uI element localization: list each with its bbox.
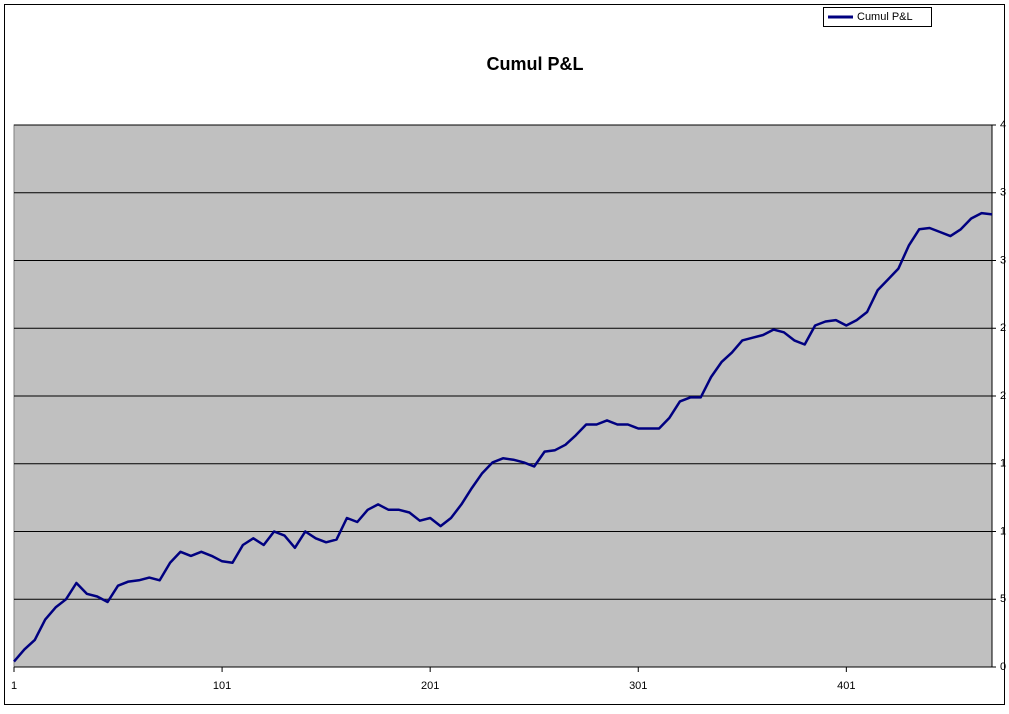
x-tick-label: 101 <box>213 680 231 692</box>
x-tick-label: 401 <box>837 680 855 692</box>
y-tick-label: 4 <box>1000 119 1006 131</box>
x-tick-label: 301 <box>629 680 647 692</box>
data-line <box>13 211 993 663</box>
y-tick-label: 5 <box>1000 593 1006 605</box>
x-tick-label: 1 <box>11 680 17 692</box>
legend <box>823 7 932 27</box>
x-tick-label: 201 <box>421 680 439 692</box>
y-tick-label: 3 <box>1000 254 1006 266</box>
y-tick-label: 0 <box>1000 661 1006 673</box>
legend-label: Cumul P&L <box>857 11 913 23</box>
y-tick-label: 1 <box>1000 458 1006 470</box>
chart-title: Cumul P&L <box>487 54 584 74</box>
y-tick-label: 1 <box>1000 525 1006 537</box>
y-tick-label: 2 <box>1000 390 1006 402</box>
y-tick-label: 3 <box>1000 187 1006 199</box>
y-tick-label: 2 <box>1000 322 1006 334</box>
